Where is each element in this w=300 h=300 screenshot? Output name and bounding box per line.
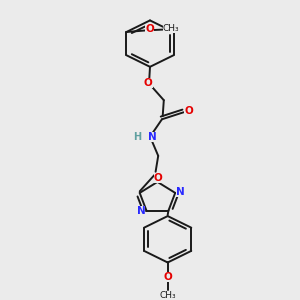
Text: O: O [184, 106, 193, 116]
Text: CH₃: CH₃ [163, 24, 179, 33]
Text: O: O [145, 25, 154, 34]
Text: H: H [133, 132, 141, 142]
Text: N: N [148, 132, 157, 142]
Text: N: N [176, 187, 185, 197]
Text: O: O [163, 272, 172, 282]
Text: N: N [136, 206, 145, 216]
Text: O: O [154, 173, 163, 183]
Text: O: O [144, 78, 152, 88]
Text: CH₃: CH₃ [159, 291, 176, 300]
